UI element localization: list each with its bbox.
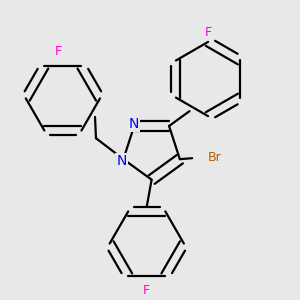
- Text: F: F: [55, 45, 62, 58]
- Text: F: F: [205, 26, 212, 39]
- Text: N: N: [117, 154, 127, 168]
- Text: F: F: [143, 284, 150, 297]
- Text: N: N: [129, 117, 140, 131]
- Text: Br: Br: [208, 151, 221, 164]
